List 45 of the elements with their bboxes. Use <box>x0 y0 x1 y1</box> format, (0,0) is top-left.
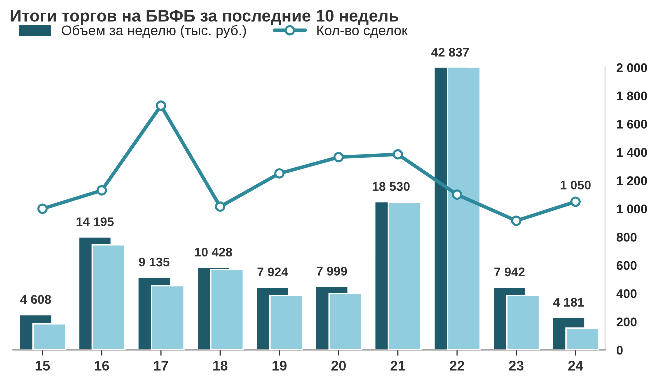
point <box>570 196 581 208</box>
annotation: 7 942 <box>494 268 525 277</box>
point <box>215 202 226 212</box>
annotation: 4 608 <box>20 295 52 304</box>
x-tick-label: 19 <box>272 361 287 371</box>
point <box>38 204 48 214</box>
y-tick-label: 0 <box>616 346 623 355</box>
annotation: 7 999 <box>316 267 348 276</box>
x-tick-label: 21 <box>390 361 406 371</box>
legend-label: Кол-во сделок <box>318 26 408 38</box>
annotation: 4 181 <box>553 298 584 307</box>
point <box>334 152 344 163</box>
y-tick-label: 1 800 <box>617 92 648 101</box>
annotation: 18 530 <box>372 182 410 192</box>
x-tick-label: 15 <box>36 361 50 371</box>
annotation: 7 924 <box>258 268 288 277</box>
point <box>511 216 522 226</box>
data-label: 1 050 <box>560 180 591 190</box>
y-tick-label: 600 <box>616 261 637 270</box>
x-tick-label: 22 <box>450 361 464 371</box>
x-tick-label: 20 <box>332 361 346 371</box>
y-tick-label: 2 000 <box>616 64 648 72</box>
point <box>96 185 108 196</box>
y-tick-label: 1 200 <box>617 176 648 186</box>
point <box>392 149 404 160</box>
x-tick-label: 16 <box>95 361 110 371</box>
x-tick-label: 17 <box>154 361 168 371</box>
legend-label: Объем за неделю (тыс. руб.) <box>62 25 246 38</box>
annotation: 14 195 <box>76 218 114 226</box>
annotation: 9 135 <box>139 258 170 267</box>
point <box>156 100 166 112</box>
y-tick-label: 1 600 <box>617 120 648 129</box>
x-tick-label: 18 <box>214 361 228 371</box>
annotation: 10 428 <box>195 248 232 257</box>
y-tick-label: 1 400 <box>617 148 648 158</box>
y-tick-label: 200 <box>616 318 637 327</box>
y-tick-label: 1 000 <box>617 204 648 214</box>
point <box>452 190 463 200</box>
y-tick-label: 400 <box>616 290 637 298</box>
x-tick-label: 24 <box>568 361 584 371</box>
chart-title: Итоги торгов на БВФБ за последние 10 недель <box>10 10 398 26</box>
annotation: 42 837 <box>432 48 470 57</box>
point <box>274 168 285 179</box>
y-tick-label: 800 <box>616 233 637 242</box>
x-tick-label: 23 <box>509 361 524 371</box>
